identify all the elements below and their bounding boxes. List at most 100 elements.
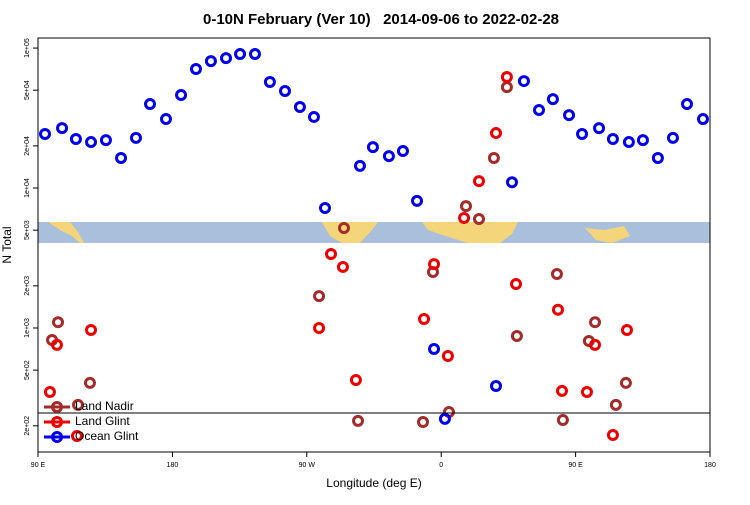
point bbox=[39, 128, 52, 141]
point bbox=[324, 247, 337, 260]
x-tick-label: 180 bbox=[704, 462, 716, 469]
point bbox=[83, 376, 96, 389]
point bbox=[666, 131, 679, 144]
point bbox=[505, 176, 518, 189]
point bbox=[510, 329, 523, 342]
point bbox=[622, 136, 635, 149]
point bbox=[159, 113, 172, 126]
legend-label: Land Glint bbox=[75, 414, 130, 428]
y-tick-label: 1e+03 bbox=[24, 318, 31, 338]
point bbox=[278, 85, 291, 98]
point bbox=[220, 52, 233, 65]
point bbox=[490, 127, 503, 140]
x-axis-label: Longitude (deg E) bbox=[326, 476, 421, 490]
point bbox=[472, 175, 485, 188]
point bbox=[396, 144, 409, 157]
point bbox=[428, 258, 441, 271]
plot-frame bbox=[37, 37, 711, 453]
point bbox=[115, 151, 128, 164]
point bbox=[418, 312, 431, 325]
x-tick-label: 180 bbox=[167, 462, 179, 469]
point bbox=[382, 150, 395, 163]
point bbox=[204, 55, 217, 68]
point bbox=[620, 323, 633, 336]
point bbox=[337, 222, 350, 235]
point bbox=[353, 159, 366, 172]
legend-marker bbox=[51, 401, 63, 413]
point bbox=[313, 290, 326, 303]
point bbox=[416, 415, 429, 428]
point bbox=[681, 98, 694, 111]
point bbox=[352, 414, 365, 427]
land bbox=[422, 222, 518, 243]
point bbox=[72, 398, 85, 411]
point bbox=[438, 412, 451, 425]
point bbox=[175, 88, 188, 101]
point bbox=[99, 134, 112, 147]
legend-marker bbox=[51, 416, 63, 428]
point bbox=[411, 194, 424, 207]
point bbox=[319, 201, 332, 214]
point bbox=[248, 48, 261, 61]
point bbox=[263, 76, 276, 89]
point bbox=[85, 136, 98, 149]
legend-label: Land Nadir bbox=[75, 399, 134, 413]
point bbox=[563, 109, 576, 122]
y-axis-label: N Total bbox=[0, 226, 14, 263]
point bbox=[619, 376, 632, 389]
point bbox=[510, 278, 523, 291]
point bbox=[56, 122, 69, 135]
point bbox=[576, 128, 589, 141]
point bbox=[189, 63, 202, 76]
point bbox=[52, 316, 65, 329]
point bbox=[651, 151, 664, 164]
y-tick-label: 5e+02 bbox=[24, 360, 31, 380]
point bbox=[313, 321, 326, 334]
legend-label: Ocean Glint bbox=[75, 429, 139, 443]
point bbox=[144, 98, 156, 111]
y-tick-label: 2e+04 bbox=[24, 136, 31, 156]
point bbox=[307, 110, 320, 123]
x-tick-label: 0 bbox=[439, 462, 443, 469]
y-tick-label: 5e+03 bbox=[24, 220, 31, 240]
y-tick-label: 1e+04 bbox=[24, 178, 31, 198]
point bbox=[589, 316, 602, 329]
point bbox=[517, 75, 530, 88]
point bbox=[293, 101, 306, 114]
y-tick-label: 2e+02 bbox=[24, 416, 31, 436]
point bbox=[70, 430, 83, 443]
point bbox=[43, 385, 56, 398]
point bbox=[459, 200, 472, 213]
point bbox=[533, 103, 546, 116]
x-tick-label: 90 E bbox=[31, 462, 46, 469]
y-tick-label: 5e+04 bbox=[24, 80, 31, 100]
point bbox=[487, 151, 500, 164]
point bbox=[606, 428, 619, 441]
point bbox=[589, 338, 602, 351]
point bbox=[500, 81, 513, 94]
point bbox=[609, 398, 622, 411]
land bbox=[322, 222, 378, 243]
point bbox=[556, 414, 569, 427]
point bbox=[593, 122, 606, 135]
point bbox=[336, 260, 349, 273]
point bbox=[50, 338, 63, 351]
ocean bbox=[38, 222, 710, 243]
point bbox=[580, 385, 593, 398]
y-tick-label: 2e+03 bbox=[24, 276, 31, 296]
point bbox=[234, 48, 247, 61]
point bbox=[550, 268, 563, 281]
map-strip bbox=[38, 222, 710, 243]
point bbox=[500, 71, 513, 84]
point bbox=[490, 380, 503, 393]
point bbox=[85, 323, 98, 336]
x-tick-label: 90 W bbox=[299, 462, 316, 469]
point bbox=[606, 133, 619, 146]
y-tick-label: 1e+05 bbox=[24, 38, 31, 58]
point bbox=[696, 113, 709, 126]
point bbox=[546, 93, 559, 106]
point bbox=[636, 134, 649, 147]
land bbox=[585, 226, 630, 243]
